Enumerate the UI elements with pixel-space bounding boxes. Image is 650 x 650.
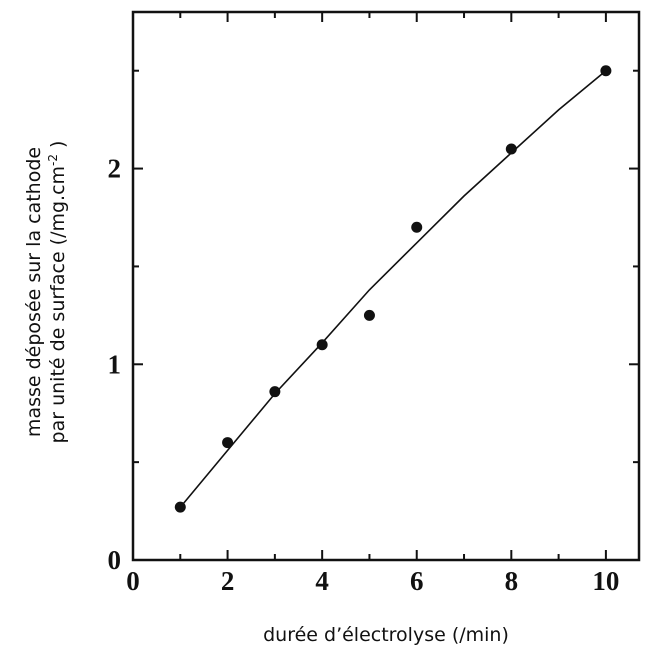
data-point: [363, 309, 375, 321]
x-tick-label: 10: [592, 566, 619, 596]
x-tick-label: 6: [410, 566, 424, 596]
plot-frame: [131, 10, 641, 562]
y-axis-title-unit: par unité de surface (/mg.cm: [47, 166, 69, 444]
data-point: [505, 143, 517, 155]
x-tick-label: 2: [221, 566, 235, 596]
data-points: [174, 65, 612, 513]
fit-curve: [179, 70, 607, 508]
y-axis-title-exponent: -2: [46, 154, 60, 166]
x-tick-label: 4: [315, 566, 329, 596]
y-axis-title: masse déposée sur la cathode par unité d…: [23, 141, 69, 444]
x-tick-label: 0: [126, 566, 140, 596]
tick-marks: [133, 12, 639, 560]
x-tick-label: 8: [505, 566, 519, 596]
y-axis-title-close: ): [47, 141, 69, 154]
data-point: [174, 501, 186, 513]
y-tick-label: 1: [108, 349, 122, 379]
x-axis-title: durée d’électrolyse (/min): [263, 624, 509, 646]
data-point: [600, 65, 612, 77]
data-point: [411, 221, 423, 233]
y-tick-label: 0: [108, 545, 122, 575]
data-point: [316, 339, 328, 351]
data-point: [222, 437, 234, 449]
y-tick-label: 2: [108, 154, 122, 184]
data-point: [269, 386, 281, 398]
y-axis-title-line2: par unité de surface (/mg.cm-2 ): [46, 141, 69, 444]
y-axis-title-line1: masse déposée sur la cathode: [23, 147, 45, 437]
tick-labels: 0 2 4 6 8 10 0 1 2: [108, 154, 620, 596]
